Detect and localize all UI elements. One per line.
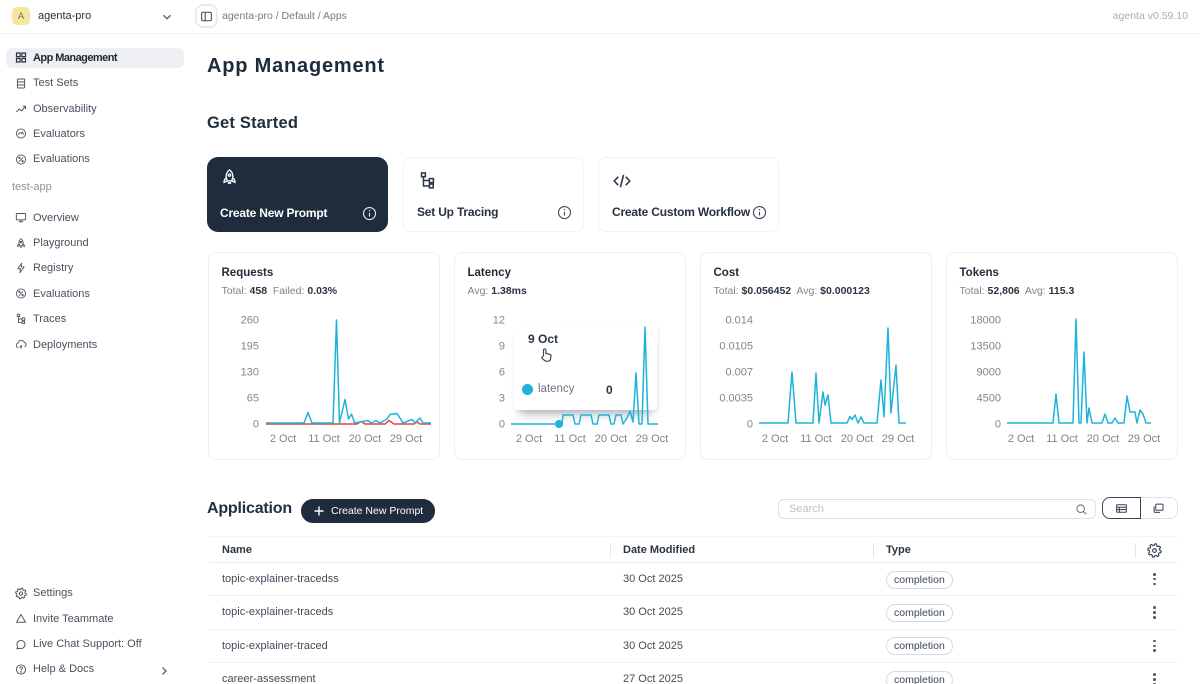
svg-text:20 Oct: 20 Oct [349,433,381,445]
svg-text:2 Oct: 2 Oct [270,433,296,445]
svg-text:2 Oct: 2 Oct [762,433,788,445]
svg-text:9000: 9000 [977,367,1001,379]
svg-text:13500: 13500 [970,341,1001,353]
svg-text:130: 130 [241,367,259,379]
svg-text:9: 9 [499,341,505,353]
svg-text:29 Oct: 29 Oct [390,433,422,445]
svg-text:0: 0 [253,419,259,431]
svg-text:3: 3 [499,393,505,405]
svg-text:11 Oct: 11 Oct [554,433,586,445]
svg-text:0.0035: 0.0035 [719,393,753,405]
svg-text:2 Oct: 2 Oct [1008,433,1034,445]
svg-text:11 Oct: 11 Oct [308,433,340,445]
svg-text:29 Oct: 29 Oct [1128,433,1160,445]
svg-text:29 Oct: 29 Oct [636,433,668,445]
svg-text:18000: 18000 [970,315,1001,327]
svg-text:20 Oct: 20 Oct [595,433,627,445]
svg-text:0.014: 0.014 [725,315,753,327]
svg-text:0.0105: 0.0105 [719,341,753,353]
svg-text:6: 6 [499,367,505,379]
svg-text:4500: 4500 [977,393,1001,405]
svg-text:11 Oct: 11 Oct [1046,433,1078,445]
svg-text:65: 65 [247,393,259,405]
svg-text:29 Oct: 29 Oct [882,433,914,445]
svg-text:2 Oct: 2 Oct [516,433,542,445]
svg-text:260: 260 [241,315,259,327]
svg-text:0: 0 [747,419,753,431]
svg-text:0: 0 [995,419,1001,431]
svg-text:20 Oct: 20 Oct [1087,433,1119,445]
svg-text:12: 12 [493,315,505,327]
svg-text:0: 0 [499,419,505,431]
svg-text:20 Oct: 20 Oct [841,433,873,445]
svg-text:0.007: 0.007 [725,367,753,379]
svg-text:11 Oct: 11 Oct [800,433,832,445]
svg-text:195: 195 [241,341,259,353]
